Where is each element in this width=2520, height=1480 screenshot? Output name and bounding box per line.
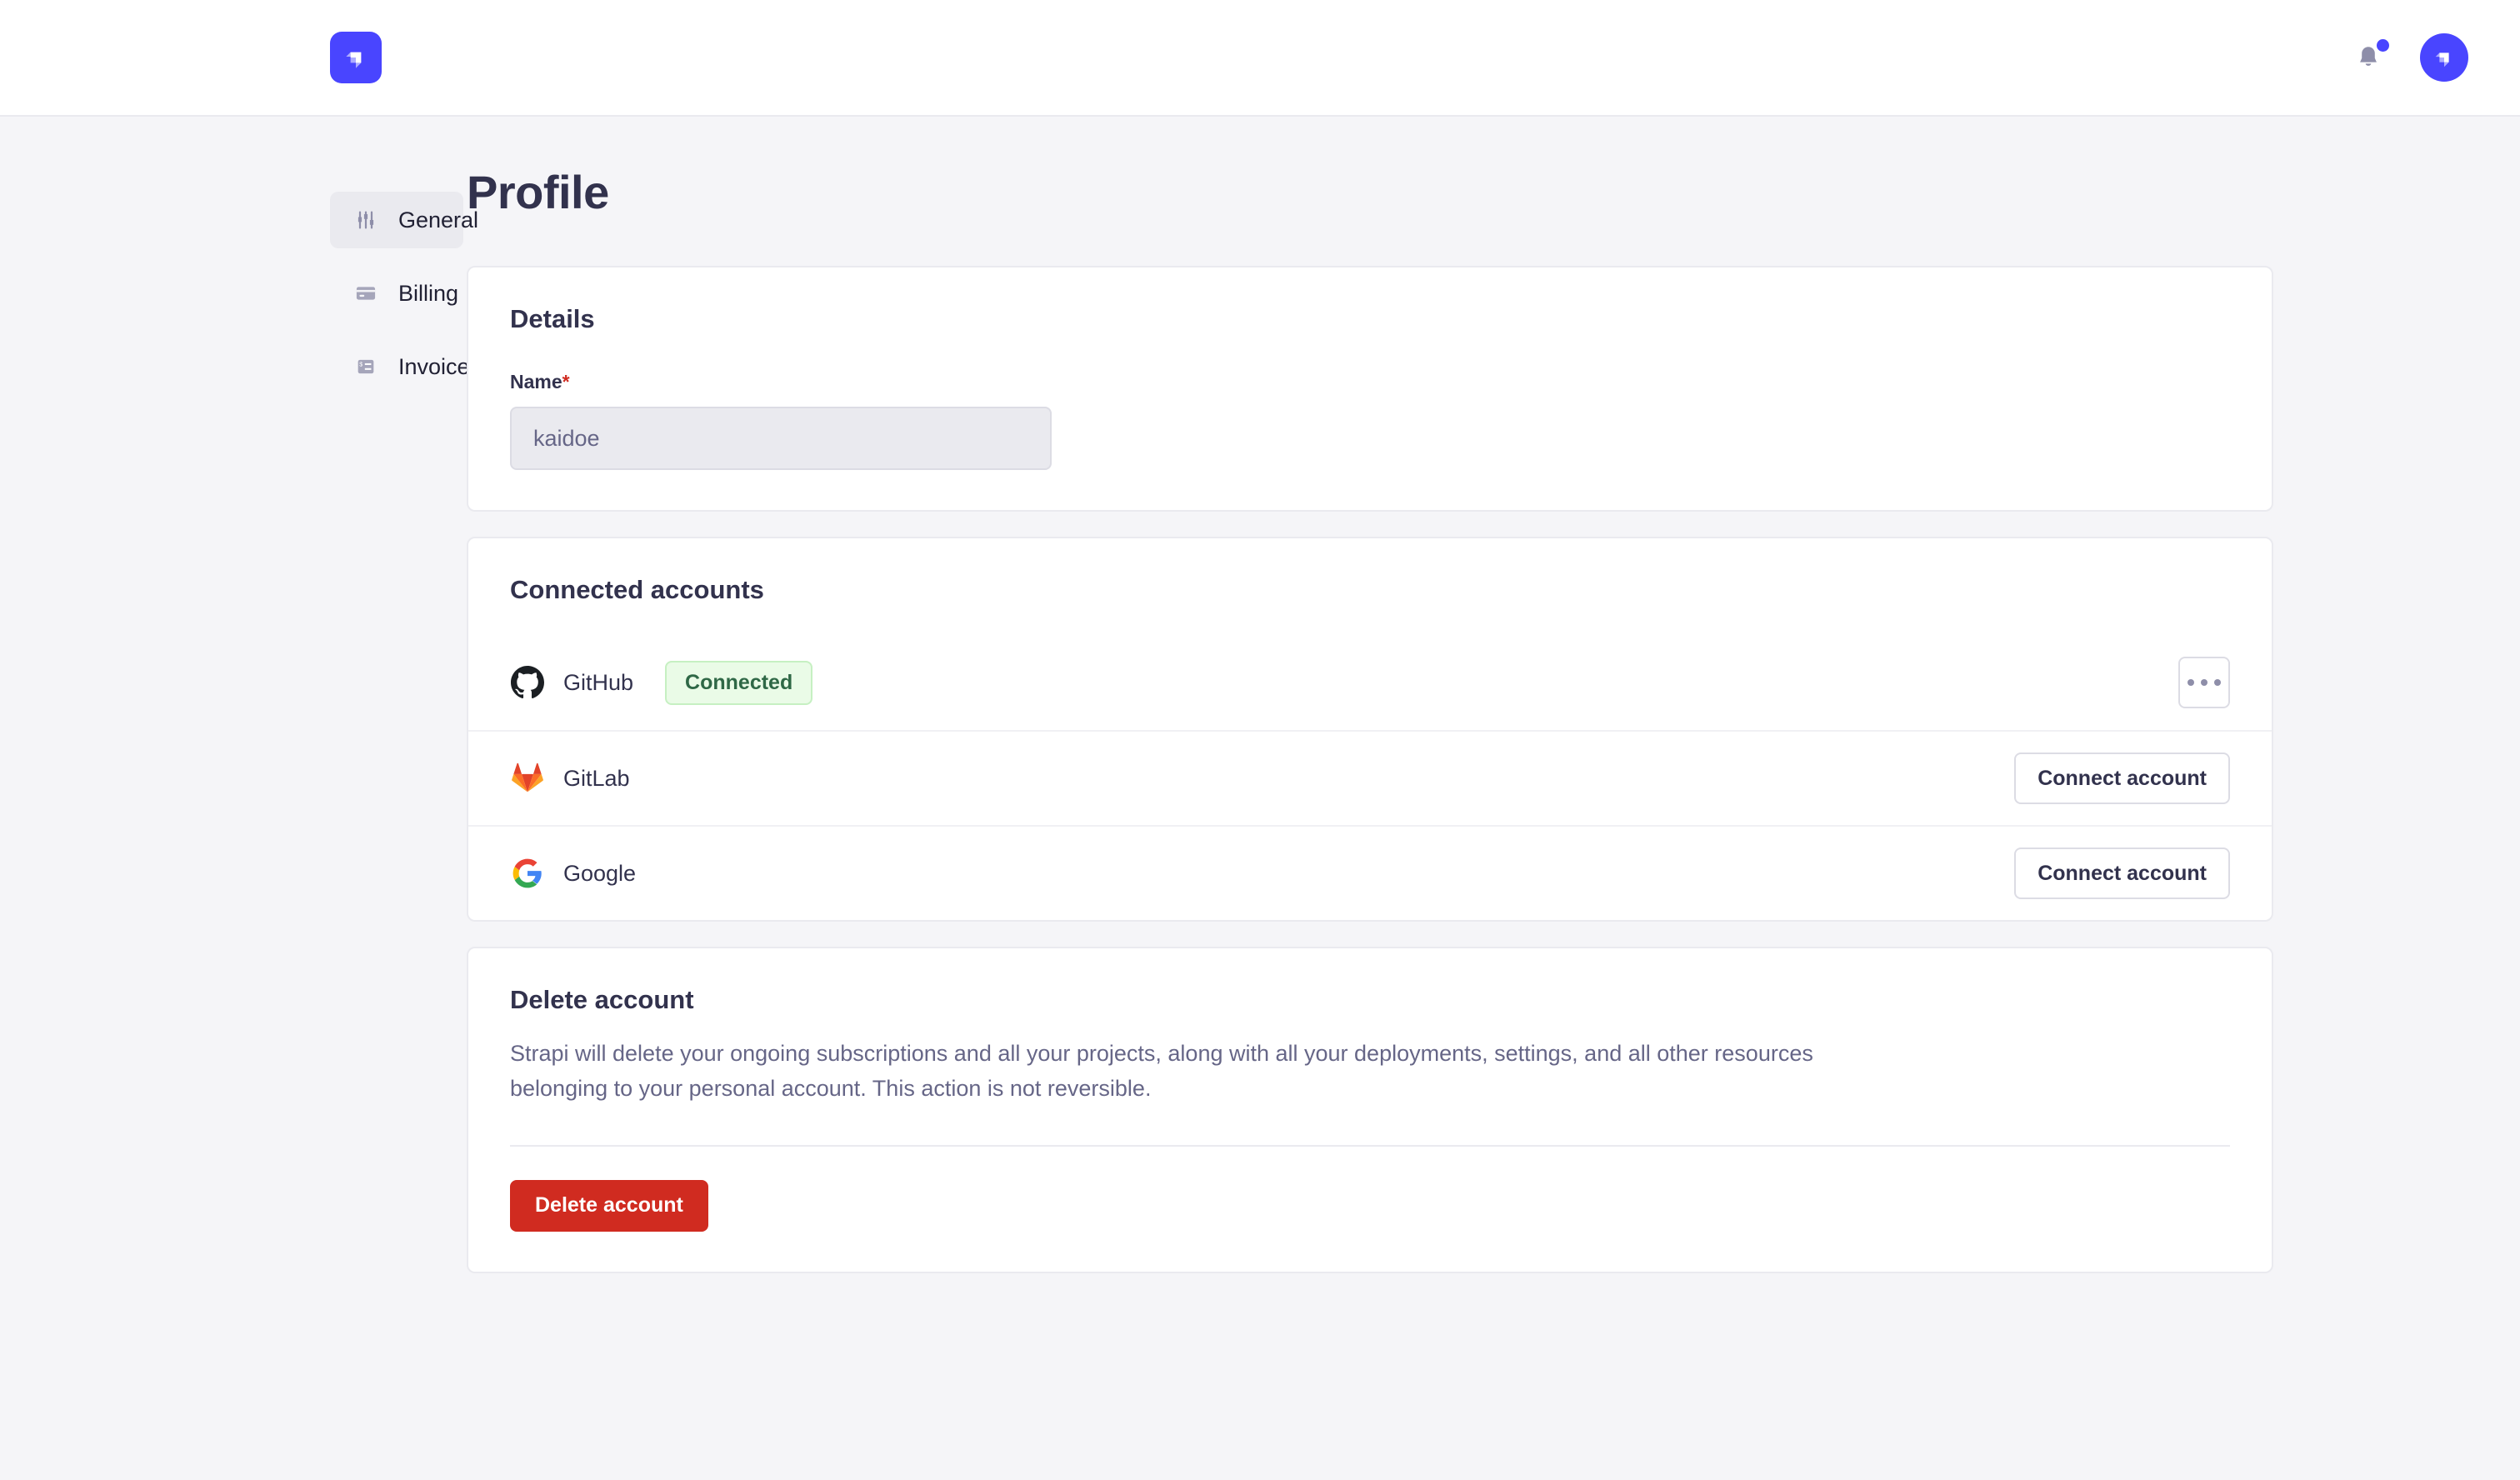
sidebar-item-label: Billing [398,280,459,306]
sidebar-item-invoices[interactable]: $ Invoices [330,338,481,395]
delete-account-card: Delete account Strapi will delete your o… [467,947,2273,1273]
github-icon [510,665,545,700]
svg-text:$: $ [359,362,362,368]
delete-account-title: Delete account [510,985,694,1014]
dot-icon [2201,679,2208,686]
header-actions [2352,33,2468,82]
divider [510,1144,2230,1147]
page-body: General Billing $ Invoices [0,117,2520,1298]
credit-card-icon [353,281,378,306]
table-row: GitHub Connected [468,635,2272,730]
sliders-icon [353,208,378,232]
gitlab-icon [510,761,545,796]
notifications-button[interactable] [2352,39,2389,76]
page-title: Profile [467,166,609,218]
provider-name: GitHub [563,669,634,695]
avatar-strapi-glyph [2435,52,2449,68]
sidebar-item-billing[interactable]: Billing [330,265,463,322]
table-row: GitLab Connect account [468,730,2272,825]
more-options-button[interactable] [2178,657,2230,708]
status-badge: Connected [665,660,813,705]
strapi-logo-icon[interactable] [330,32,382,83]
bell-icon [2360,47,2377,66]
google-icon [510,856,545,891]
provider-name: Google [563,860,637,886]
strapi-logo-glyph [346,52,362,68]
user-avatar-strapi-icon[interactable] [2420,33,2468,82]
connected-accounts-card: Connected accounts GitHub Connected [467,537,2273,922]
connected-accounts-title: Connected accounts [510,575,764,604]
sidebar-item-label: General [398,207,479,232]
dot-icon [2188,679,2194,686]
provider-name: GitLab [563,765,630,791]
receipt-icon: $ [353,354,378,379]
table-row: Google Connect account [468,825,2272,920]
settings-sidebar: General Billing $ Invoices [0,157,481,1298]
name-label-text: Name [510,371,562,392]
details-title: Details [510,304,595,333]
sidebar-item-general[interactable]: General [330,192,478,248]
connect-account-button[interactable]: Connect account [2014,848,2230,899]
top-header-bar [0,0,2520,117]
required-asterisk: * [562,371,570,392]
delete-account-button[interactable]: Delete account [510,1179,708,1232]
notification-dot [2377,39,2389,52]
details-card: Details Name* [467,266,2273,512]
connect-account-button[interactable]: Connect account [2014,752,2230,804]
dot-icon [2214,679,2221,686]
name-input[interactable] [510,407,1052,470]
delete-account-description: Strapi will delete your ongoing subscrip… [510,1041,1813,1101]
main-content: Profile Details Name* Connected accounts [463,157,2322,1298]
name-field-label: Name* [510,371,2230,393]
